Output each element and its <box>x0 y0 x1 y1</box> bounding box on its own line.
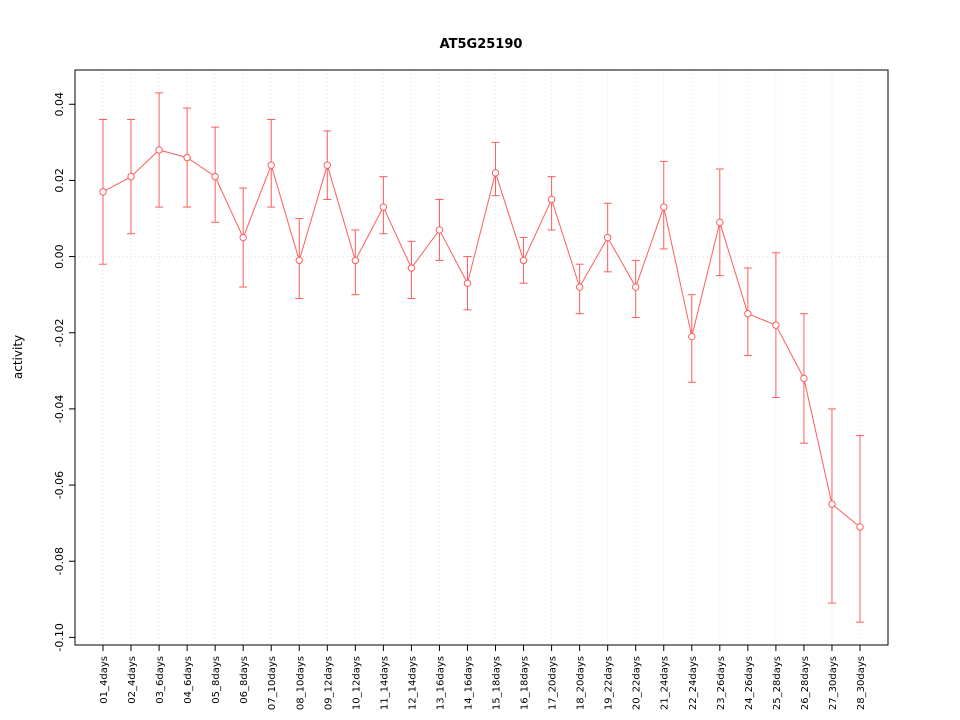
svg-text:27_30days: 27_30days <box>828 656 839 710</box>
svg-text:19_22days: 19_22days <box>604 656 615 710</box>
svg-text:09_12days: 09_12days <box>323 656 334 710</box>
svg-text:02_4days: 02_4days <box>127 656 138 704</box>
svg-text:22_24days: 22_24days <box>688 656 699 710</box>
svg-text:0.00: 0.00 <box>53 244 66 269</box>
y-axis-label: activity <box>11 335 25 379</box>
svg-text:13_16days: 13_16days <box>435 656 446 710</box>
plot-border <box>74 69 889 646</box>
svg-text:15_18days: 15_18days <box>492 656 503 710</box>
svg-text:26_28days: 26_28days <box>800 656 811 710</box>
svg-text:-0.04: -0.04 <box>53 395 66 423</box>
svg-text:21_24days: 21_24days <box>660 656 671 710</box>
svg-text:-0.10: -0.10 <box>53 623 66 651</box>
svg-text:-0.08: -0.08 <box>53 547 66 575</box>
svg-text:10_12days: 10_12days <box>351 656 362 710</box>
data-points <box>99 146 864 531</box>
chart-title: AT5G25190 <box>440 37 523 52</box>
svg-text:16_18days: 16_18days <box>520 656 531 710</box>
svg-text:08_10days: 08_10days <box>295 656 306 710</box>
svg-text:0.02: 0.02 <box>53 168 66 193</box>
svg-text:20_22days: 20_22days <box>632 656 643 710</box>
svg-text:25_28days: 25_28days <box>772 656 783 710</box>
svg-text:-0.02: -0.02 <box>53 319 66 347</box>
y-axis: 0.04 0.02 0.00 -0.02 -0.04 -0.06 -0.08 -0.10 <box>53 92 75 652</box>
svg-text:11_14days: 11_14days <box>379 656 390 710</box>
svg-text:01_4days: 01_4days <box>99 656 110 704</box>
svg-text:28_30days: 28_30days <box>856 656 867 710</box>
svg-text:24_26days: 24_26days <box>744 656 755 710</box>
svg-text:18_20days: 18_20days <box>576 656 587 710</box>
svg-text:06_8days: 06_8days <box>239 656 250 704</box>
svg-text:03_6days: 03_6days <box>155 656 166 704</box>
svg-text:-0.06: -0.06 <box>53 471 66 499</box>
svg-text:12_14days: 12_14days <box>407 656 418 710</box>
svg-text:07_10days: 07_10days <box>267 656 278 710</box>
x-axis: 01_4days 02_4days 03_6days 04_6days 05_8days… <box>99 645 867 710</box>
series-line <box>102 149 861 528</box>
error-bars <box>99 92 864 623</box>
svg-text:05_8days: 05_8days <box>211 656 222 704</box>
svg-text:17_20days: 17_20days <box>548 656 559 710</box>
svg-text:14_16days: 14_16days <box>463 656 474 710</box>
svg-text:23_26days: 23_26days <box>716 656 727 710</box>
svg-text:0.04: 0.04 <box>53 92 66 117</box>
svg-text:04_6days: 04_6days <box>183 656 194 704</box>
gridlines <box>75 70 888 645</box>
